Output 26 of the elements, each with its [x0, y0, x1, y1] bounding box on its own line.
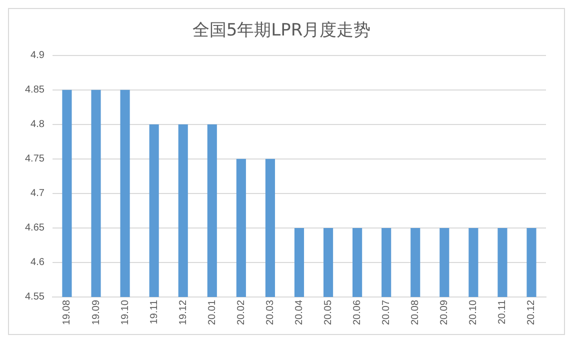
- x-tick-label: 20.10: [468, 300, 480, 326]
- x-tick-label: 20.08: [410, 300, 422, 326]
- x-tick-label: 20.05: [323, 300, 334, 326]
- y-tick-label: 4.7: [30, 188, 45, 200]
- x-tick-label: 20.12: [526, 300, 538, 326]
- y-tick-label: 4.6: [30, 257, 45, 268]
- x-tick-label: 20.11: [497, 300, 508, 324]
- x-tick-label: 20.03: [264, 300, 276, 326]
- y-tick-label: 4.65: [24, 222, 45, 234]
- x-tick-label: 20.06: [352, 300, 364, 326]
- x-tick-label: 20.02: [236, 300, 247, 326]
- y-tick-label: 4.75: [24, 154, 45, 165]
- x-tick-label: 20.07: [381, 300, 392, 326]
- x-tick-label: 19.11: [148, 300, 160, 324]
- x-tick-label: 20.09: [439, 300, 450, 326]
- y-tick-label: 4.85: [24, 84, 45, 96]
- chart-title: 全国5年期LPR月度走势: [192, 20, 371, 41]
- x-tick-label: 19.10: [120, 300, 131, 326]
- y-tick-label: 4.55: [24, 292, 45, 303]
- x-tick-label: 20.04: [294, 300, 305, 326]
- x-tick-label: 19.09: [90, 300, 102, 326]
- y-tick-label: 4.9: [30, 50, 45, 62]
- x-tick-label: 19.12: [178, 300, 189, 326]
- x-tick-label: 20.01: [206, 300, 218, 326]
- y-tick-label: 4.8: [30, 119, 45, 130]
- x-tick-label: 19.08: [62, 300, 73, 326]
